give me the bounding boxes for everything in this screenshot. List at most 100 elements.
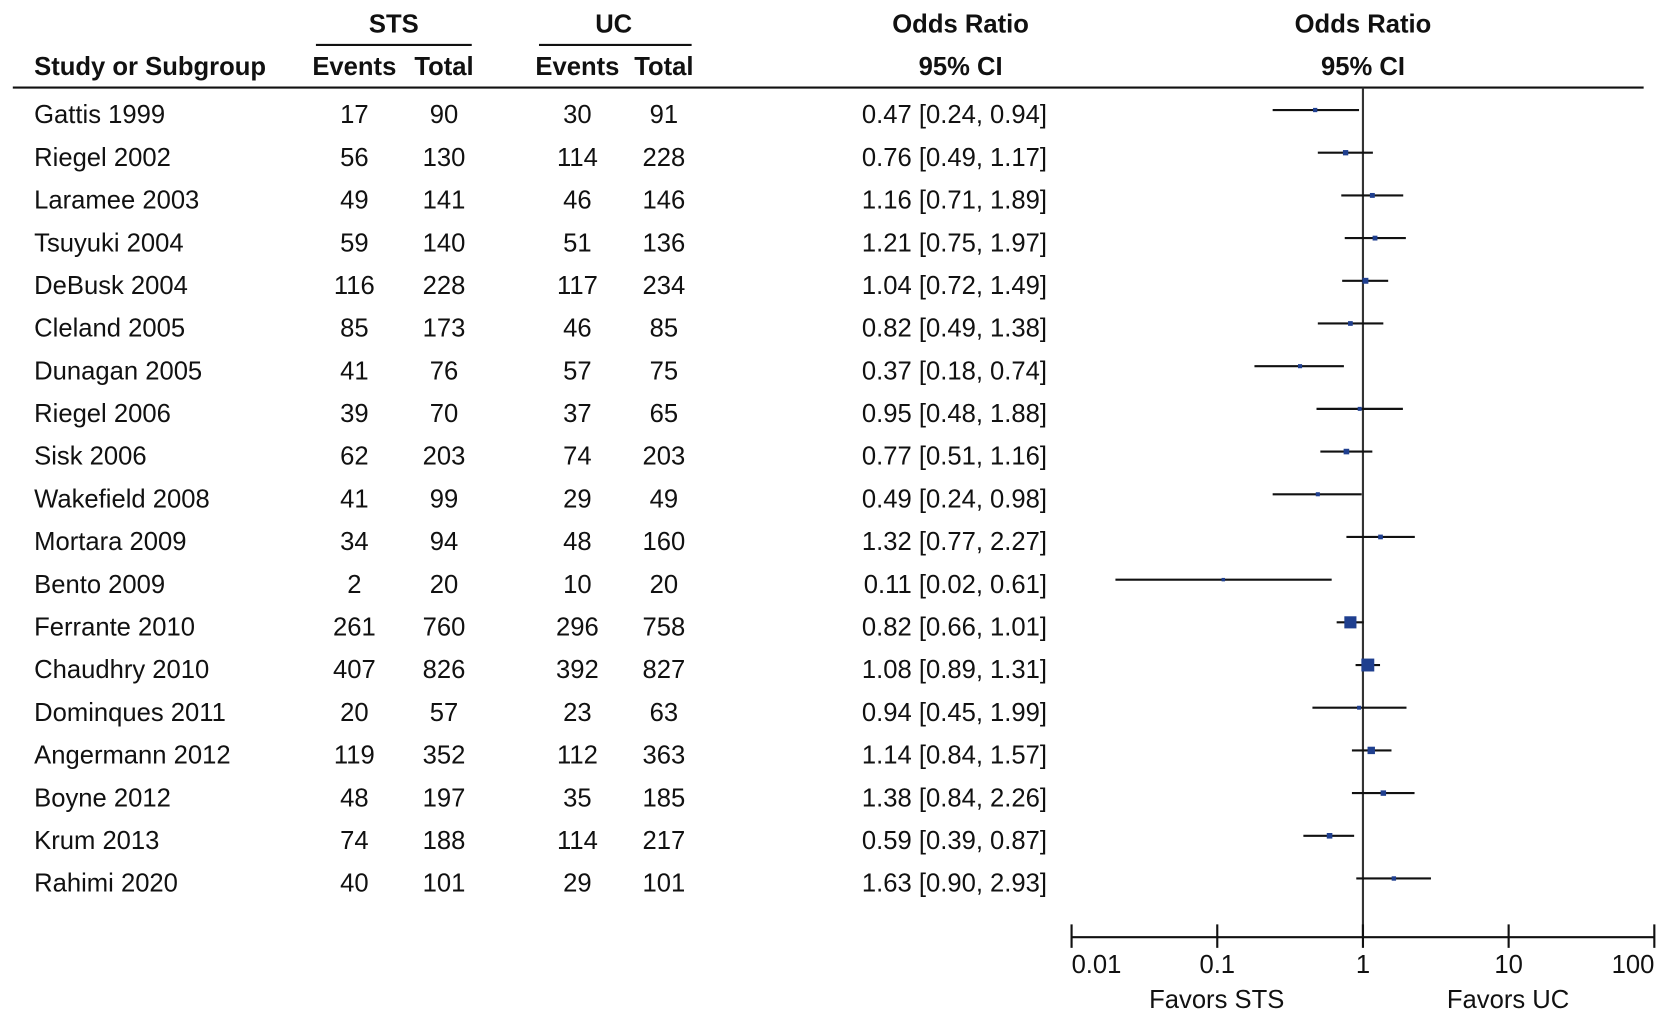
cell: 29 xyxy=(563,870,592,898)
cell: 49 xyxy=(340,187,369,215)
or-square xyxy=(1357,705,1361,710)
or-label: 1.08 [0.89, 1.31] xyxy=(862,656,1047,684)
study-name: Rahimi 2020 xyxy=(34,870,178,898)
cell: 130 xyxy=(423,144,466,172)
study-name: Gattis 1999 xyxy=(34,101,165,129)
or-label: 1.38 [0.84, 2.26] xyxy=(862,784,1047,812)
cell: 75 xyxy=(650,357,679,385)
cell: 85 xyxy=(340,315,369,343)
column-header: Total xyxy=(634,53,693,81)
cell: 90 xyxy=(430,101,459,129)
or-label: 0.49 [0.24, 0.98] xyxy=(862,485,1047,513)
cell: 363 xyxy=(642,742,685,770)
cell: 119 xyxy=(334,742,375,770)
column-header: Total xyxy=(414,53,473,81)
or-label: 0.11 [0.02, 0.61] xyxy=(864,571,1047,599)
or-label: 0.76 [0.49, 1.17] xyxy=(862,144,1047,172)
or-square xyxy=(1344,616,1357,629)
column-header: Events xyxy=(535,53,619,81)
or-label: 1.14 [0.84, 1.57] xyxy=(862,742,1047,770)
cell: 46 xyxy=(563,187,592,215)
cell: 56 xyxy=(340,144,369,172)
cell: 352 xyxy=(423,742,466,770)
cell: 2 xyxy=(347,571,361,599)
x-tick-label: 10 xyxy=(1494,951,1523,979)
study-name: Bento 2009 xyxy=(34,571,165,599)
cell: 37 xyxy=(563,400,592,428)
cell: 20 xyxy=(650,571,679,599)
favors-label: Favors STS xyxy=(1149,986,1284,1014)
cell: 136 xyxy=(642,229,685,257)
or-label: 0.95 [0.48, 1.88] xyxy=(862,400,1047,428)
cell: 74 xyxy=(340,827,369,855)
study-name: Cleland 2005 xyxy=(34,315,185,343)
cell: 101 xyxy=(423,870,466,898)
cell: 140 xyxy=(423,229,466,257)
cell: 63 xyxy=(650,699,679,727)
or-square xyxy=(1348,321,1353,326)
cell: 51 xyxy=(563,229,592,257)
cell: 94 xyxy=(430,528,459,556)
or-square xyxy=(1369,192,1375,198)
group-header: STS xyxy=(369,10,419,38)
or-square xyxy=(1298,364,1303,369)
cell: 141 xyxy=(423,187,466,215)
group-header: UC xyxy=(595,10,632,38)
or-label: 1.32 [0.77, 2.27] xyxy=(862,528,1047,556)
cell: 392 xyxy=(556,656,599,684)
cell: 85 xyxy=(650,315,679,343)
study-name: Laramee 2003 xyxy=(34,187,199,215)
cell: 116 xyxy=(334,272,375,300)
cell: 760 xyxy=(423,614,466,642)
cell: 99 xyxy=(430,485,459,513)
or-label: 0.82 [0.66, 1.01] xyxy=(862,614,1047,642)
or-square xyxy=(1326,833,1333,839)
cell: 57 xyxy=(430,699,459,727)
plot-header: 95% CI xyxy=(1321,53,1405,81)
cell: 112 xyxy=(557,742,598,770)
cell: 40 xyxy=(340,870,369,898)
cell: 827 xyxy=(642,656,685,684)
or-header: 95% CI xyxy=(919,53,1003,81)
cell: 46 xyxy=(563,315,592,343)
cell: 197 xyxy=(423,784,466,812)
cell: 228 xyxy=(423,272,466,300)
or-square xyxy=(1357,406,1362,411)
or-label: 0.94 [0.45, 1.99] xyxy=(862,699,1047,727)
or-square xyxy=(1313,107,1318,113)
study-name: Dunagan 2005 xyxy=(34,357,202,385)
cell: 114 xyxy=(557,144,598,172)
study-name: Riegel 2002 xyxy=(34,144,171,172)
or-square xyxy=(1221,577,1226,582)
or-label: 0.37 [0.18, 0.74] xyxy=(862,357,1047,385)
x-tick-label: 0.01 xyxy=(1072,951,1122,979)
study-name: Dominques 2011 xyxy=(34,699,226,727)
or-header: Odds Ratio xyxy=(892,10,1029,38)
cell: 101 xyxy=(642,870,685,898)
or-square xyxy=(1343,448,1350,455)
or-square xyxy=(1342,150,1349,156)
or-square xyxy=(1361,658,1375,672)
or-label: 1.63 [0.90, 2.93] xyxy=(862,870,1047,898)
or-square xyxy=(1315,492,1320,497)
or-label: 0.59 [0.39, 0.87] xyxy=(862,827,1047,855)
or-label: 1.04 [0.72, 1.49] xyxy=(862,272,1047,300)
or-square xyxy=(1362,277,1369,284)
cell: 407 xyxy=(333,656,376,684)
study-name: Riegel 2006 xyxy=(34,400,171,428)
cell: 29 xyxy=(563,485,592,513)
cell: 173 xyxy=(423,315,466,343)
favors-label: Favors UC xyxy=(1447,986,1569,1014)
cell: 228 xyxy=(642,144,685,172)
study-header: Study or Subgroup xyxy=(34,53,266,81)
column-header: Events xyxy=(312,53,396,81)
cell: 91 xyxy=(650,101,679,129)
study-name: Ferrante 2010 xyxy=(34,614,195,642)
or-square xyxy=(1372,235,1378,241)
or-label: 1.21 [0.75, 1.97] xyxy=(862,229,1047,257)
study-name: Wakefield 2008 xyxy=(34,485,210,513)
cell: 74 xyxy=(563,443,592,471)
study-name: Boyne 2012 xyxy=(34,784,171,812)
